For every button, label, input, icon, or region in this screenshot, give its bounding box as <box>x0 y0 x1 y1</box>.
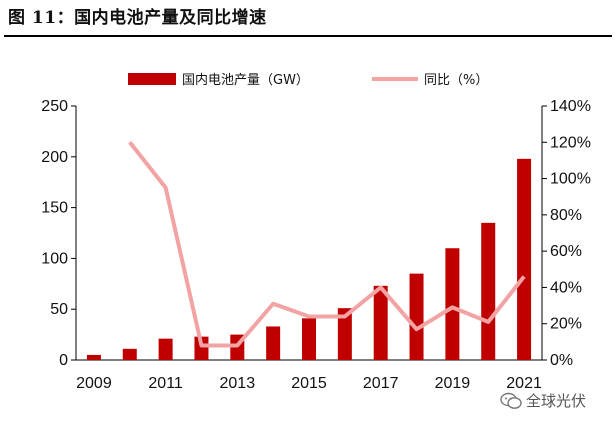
x-tick-label: 2009 <box>76 375 112 392</box>
y-left-tick-label: 250 <box>41 98 68 115</box>
bar <box>122 348 137 360</box>
y-right-tick-label: 100% <box>550 171 591 188</box>
bar <box>158 338 173 360</box>
bar <box>445 248 460 360</box>
bar <box>409 273 424 360</box>
bar <box>302 318 316 360</box>
line-series <box>128 141 526 348</box>
bar <box>266 326 281 360</box>
legend-label-bar: 国内电池产量（GW） <box>182 72 309 88</box>
y-right-tick-label: 80% <box>550 207 582 224</box>
watermark: 全球光伏 <box>500 390 586 411</box>
x-tick-label: 2015 <box>291 375 327 392</box>
y-right-tick-label: 140% <box>550 98 591 115</box>
bar <box>517 158 532 360</box>
y-right-tick-label: 60% <box>550 243 582 260</box>
y-left-tick-label: 0 <box>59 352 68 369</box>
wechat-icon <box>500 392 522 409</box>
y-right-tick-label: 120% <box>550 134 591 151</box>
y-left-tick-label: 50 <box>50 301 68 318</box>
legend-swatch-bar <box>128 73 176 85</box>
bar <box>373 285 388 360</box>
legend-label-line: 同比（%） <box>424 73 488 88</box>
y-left-tick-label: 100 <box>41 250 68 267</box>
y-right-tick-label: 0% <box>550 352 573 369</box>
figure-title: 图 11：国内电池产量及同比增速 <box>8 8 267 28</box>
y-left-tick-label: 150 <box>41 200 68 217</box>
title-rule <box>4 35 612 37</box>
y-right-tick-label: 40% <box>550 279 582 296</box>
bar <box>337 308 352 360</box>
x-tick-label: 2011 <box>148 375 183 392</box>
x-tick-label: 2017 <box>363 375 399 392</box>
bar <box>481 222 496 360</box>
y-right-tick-label: 20% <box>550 316 582 333</box>
x-tick-label: 2013 <box>220 375 256 392</box>
x-tick-label: 2019 <box>435 375 471 392</box>
y-left-tick-label: 200 <box>41 149 68 166</box>
bar <box>86 354 101 360</box>
x-tick-label: 2021 <box>506 375 542 392</box>
bar <box>194 336 209 360</box>
watermark-text: 全球光伏 <box>526 392 587 410</box>
